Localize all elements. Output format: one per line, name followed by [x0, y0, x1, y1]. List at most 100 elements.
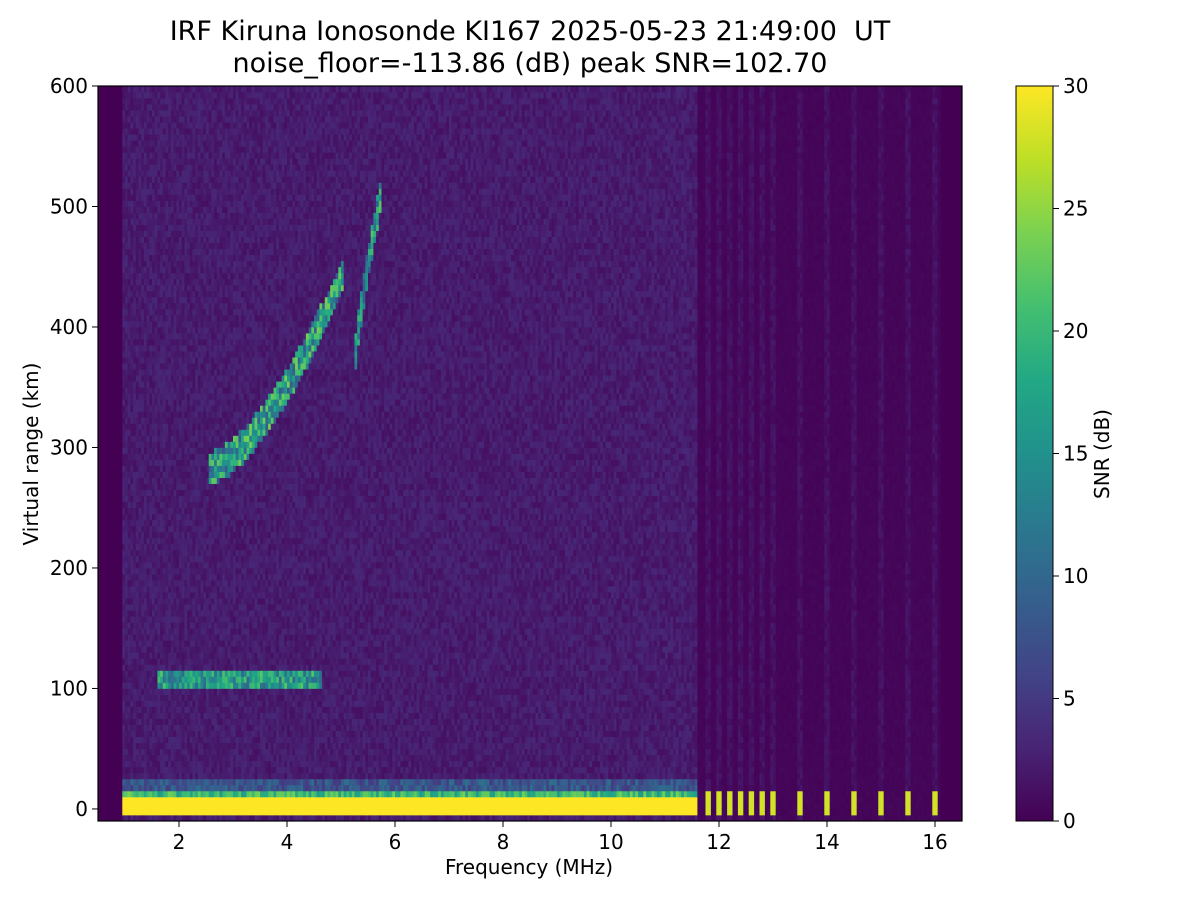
heatmap-cell [147, 809, 150, 815]
heatmap-cell [125, 188, 128, 194]
heatmap-cell [217, 387, 220, 393]
heatmap-cell [144, 92, 147, 98]
heatmap-cell [214, 357, 217, 363]
heatmap-cell [203, 478, 206, 484]
heatmap-cell [214, 158, 217, 164]
heatmap-cell [147, 357, 150, 363]
heatmap-cell [211, 182, 214, 188]
heatmap-cell [193, 381, 196, 387]
heatmap-cell [122, 761, 125, 767]
heatmap-cell [206, 375, 209, 381]
heatmap-cell [160, 478, 163, 484]
heatmap-cell [193, 484, 196, 490]
heatmap-cell [122, 628, 125, 634]
heatmap-cell [190, 279, 193, 285]
heatmap-cell [228, 809, 231, 815]
heatmap-cell [174, 104, 177, 110]
heatmap-cell [184, 303, 187, 309]
heatmap-cell [179, 219, 182, 225]
heatmap-cell [147, 285, 150, 291]
heatmap-cell [230, 375, 233, 381]
heatmap-cell [220, 104, 223, 110]
heatmap-cell [163, 297, 166, 303]
heatmap-cell [209, 484, 212, 490]
heatmap-cell [190, 152, 193, 158]
heatmap-cell [144, 375, 147, 381]
heatmap-cell [160, 255, 163, 261]
heatmap-cell [141, 719, 144, 725]
heatmap-cell [220, 562, 223, 568]
heatmap-cell [176, 526, 179, 532]
heatmap-cell [136, 219, 139, 225]
heatmap-cell [217, 351, 220, 357]
heatmap-cell [182, 399, 185, 405]
heatmap-cell [147, 773, 150, 779]
heatmap-cell [225, 333, 228, 339]
heatmap-cell [160, 755, 163, 761]
heatmap-cell [130, 664, 133, 670]
heatmap-cell [222, 670, 225, 676]
heatmap-cell [133, 441, 136, 447]
heatmap-cell [228, 267, 231, 273]
heatmap-cell [130, 737, 133, 743]
heatmap-cell [228, 255, 231, 261]
heatmap-cell [190, 417, 193, 423]
heatmap-cell [130, 556, 133, 562]
heatmap-cell [225, 399, 228, 405]
heatmap-cell [163, 417, 166, 423]
heatmap-cell [174, 634, 177, 640]
heatmap-cell [166, 592, 169, 598]
heatmap-cell [155, 273, 158, 279]
heatmap-cell [136, 423, 139, 429]
heatmap-cell [144, 447, 147, 453]
heatmap-cell [203, 550, 206, 556]
heatmap-cell [128, 387, 131, 393]
heatmap-cell [155, 652, 158, 658]
heatmap-cell [128, 538, 131, 544]
heatmap-cell [184, 755, 187, 761]
heatmap-cell [225, 466, 228, 472]
heatmap-cell [179, 351, 182, 357]
heatmap-cell [139, 809, 142, 815]
heatmap-cell [176, 92, 179, 98]
heatmap-cell [211, 694, 214, 700]
heatmap-cell [160, 357, 163, 363]
heatmap-cell [157, 580, 160, 586]
heatmap-cell [217, 598, 220, 604]
heatmap-cell [128, 122, 131, 128]
heatmap-cell [168, 610, 171, 616]
heatmap-cell [228, 731, 231, 737]
heatmap-cell [160, 176, 163, 182]
heatmap-cell [133, 646, 136, 652]
heatmap-cell [203, 213, 206, 219]
heatmap-cell [133, 86, 136, 92]
heatmap-cell [176, 255, 179, 261]
heatmap-cell [157, 176, 160, 182]
heatmap-cell [214, 393, 217, 399]
heatmap-cell [209, 387, 212, 393]
heatmap-cell [136, 231, 139, 237]
heatmap-cell [209, 447, 212, 453]
heatmap-cell [171, 743, 174, 749]
heatmap-cell [230, 441, 233, 447]
heatmap-cell [182, 580, 185, 586]
heatmap-cell [225, 755, 228, 761]
heatmap-cell [198, 435, 201, 441]
heatmap-cell [195, 574, 198, 580]
heatmap-cell [217, 164, 220, 170]
heatmap-cell [139, 484, 142, 490]
heatmap-cell [195, 580, 198, 586]
heatmap-cell [209, 622, 212, 628]
heatmap-cell [147, 411, 150, 417]
heatmap-cell [125, 664, 128, 670]
heatmap-cell [222, 478, 225, 484]
heatmap-cell [201, 580, 204, 586]
heatmap-cell [182, 435, 185, 441]
heatmap-cell [211, 339, 214, 345]
heatmap-cell [128, 707, 131, 713]
heatmap-cell [228, 490, 231, 496]
heatmap-cell [160, 116, 163, 122]
heatmap-cell [160, 237, 163, 243]
heatmap-cell [176, 658, 179, 664]
heatmap-cell [179, 496, 182, 502]
